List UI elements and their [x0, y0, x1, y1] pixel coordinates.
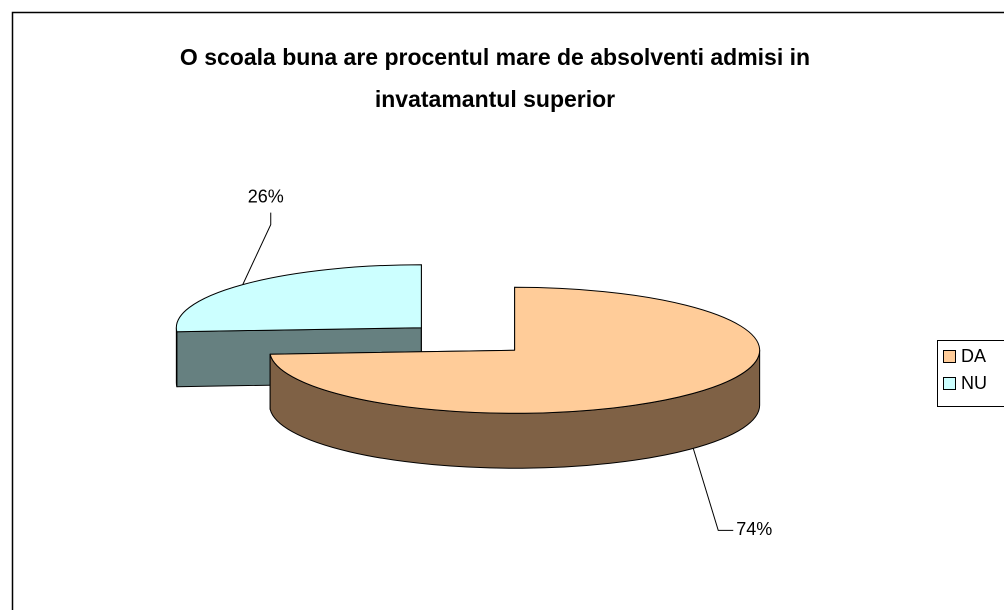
legend-label: DA — [961, 346, 986, 366]
leader-line — [242, 212, 272, 285]
chart-border — [11, 11, 1004, 610]
chart-title: O scoala buna are procentul mare de abso… — [179, 44, 811, 112]
data-label: 74% — [736, 519, 772, 539]
leader-line — [692, 448, 734, 531]
data-label: 26% — [248, 186, 284, 206]
legend-swatch — [943, 377, 956, 390]
slice — [269, 286, 761, 414]
legend-label: NU — [961, 373, 987, 393]
legend-swatch — [943, 350, 956, 363]
